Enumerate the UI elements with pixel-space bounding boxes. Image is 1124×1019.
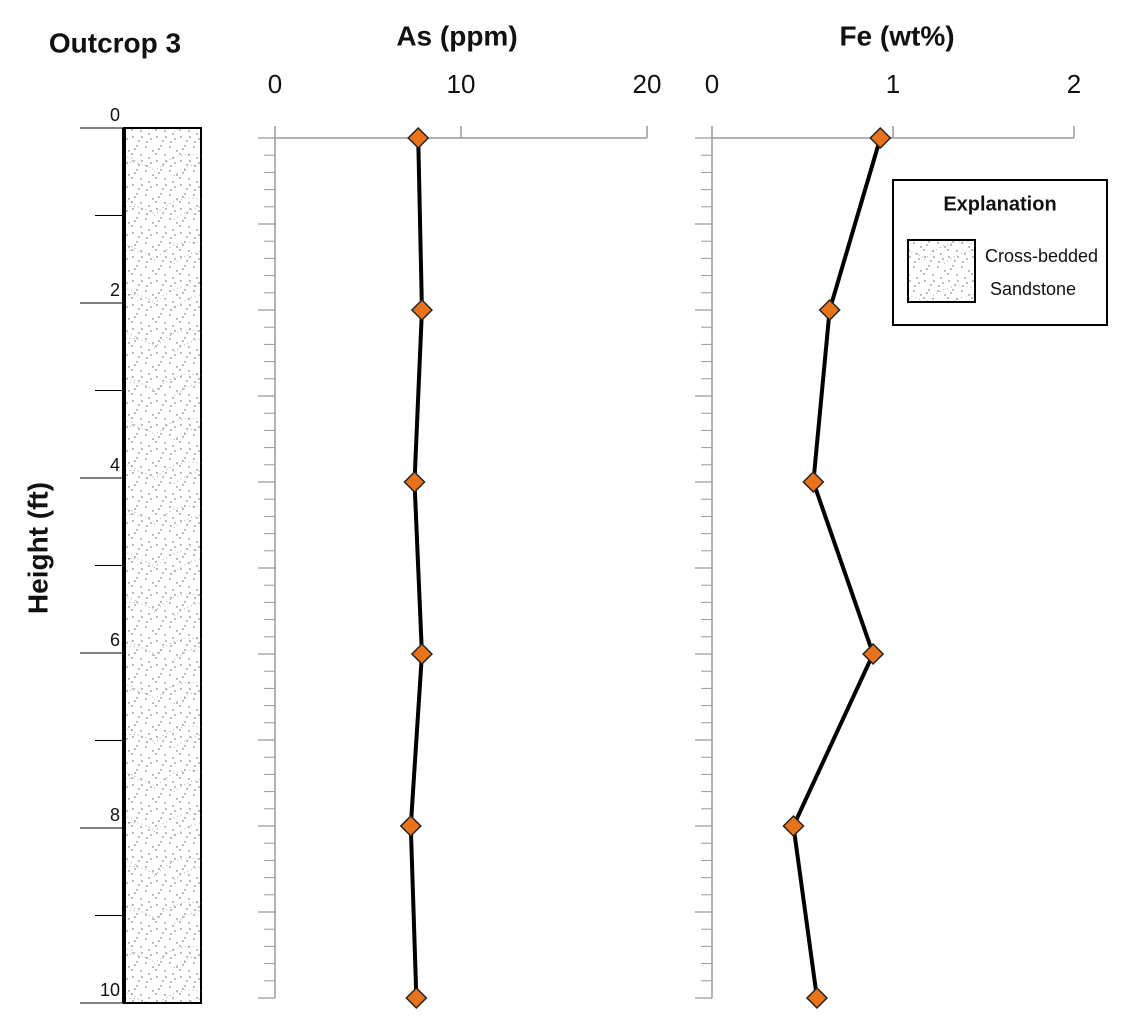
- legend-label: Sandstone: [990, 279, 1076, 299]
- data-point: [403, 470, 426, 494]
- data-point: [802, 470, 825, 494]
- data-point: [410, 298, 434, 322]
- legend-swatch-arcs: [908, 240, 975, 302]
- profile-line: [791, 137, 883, 999]
- x-tick-label: 0: [705, 69, 719, 99]
- x-tick-label: 20: [633, 69, 662, 99]
- y-tick-label: 0: [110, 105, 120, 125]
- chart-title: Outcrop 3: [49, 27, 181, 58]
- chart-title: Fe (wt%): [839, 20, 954, 51]
- chart-title: As (ppm): [396, 20, 517, 51]
- data-point: [405, 986, 428, 1010]
- y-tick-label: 2: [110, 280, 120, 300]
- cross-bedding: [124, 128, 201, 1003]
- y-tick-label: 4: [110, 455, 120, 475]
- profile-line: [408, 137, 424, 999]
- legend-title: Explanation: [943, 193, 1056, 215]
- legend-label: Cross-bedded: [985, 246, 1098, 266]
- data-point: [869, 126, 892, 150]
- data-point: [782, 814, 805, 838]
- x-tick-label: 2: [1067, 69, 1081, 99]
- data-point: [818, 298, 841, 322]
- legend: Explanation Cross-bedded Sandstone: [892, 179, 1108, 326]
- data-point: [805, 986, 829, 1010]
- data-point: [399, 814, 422, 838]
- y-tick-label: 10: [100, 980, 120, 1000]
- x-tick-label: 10: [447, 69, 476, 99]
- data-point: [407, 126, 430, 150]
- x-tick-label: 1: [886, 69, 900, 99]
- y-tick-label: 8: [110, 805, 120, 825]
- y-tick-label: 6: [110, 630, 120, 650]
- data-point: [410, 642, 434, 666]
- x-tick-label: 0: [268, 69, 282, 99]
- data-point: [862, 642, 885, 666]
- y-axis-label: Height (ft): [22, 482, 53, 614]
